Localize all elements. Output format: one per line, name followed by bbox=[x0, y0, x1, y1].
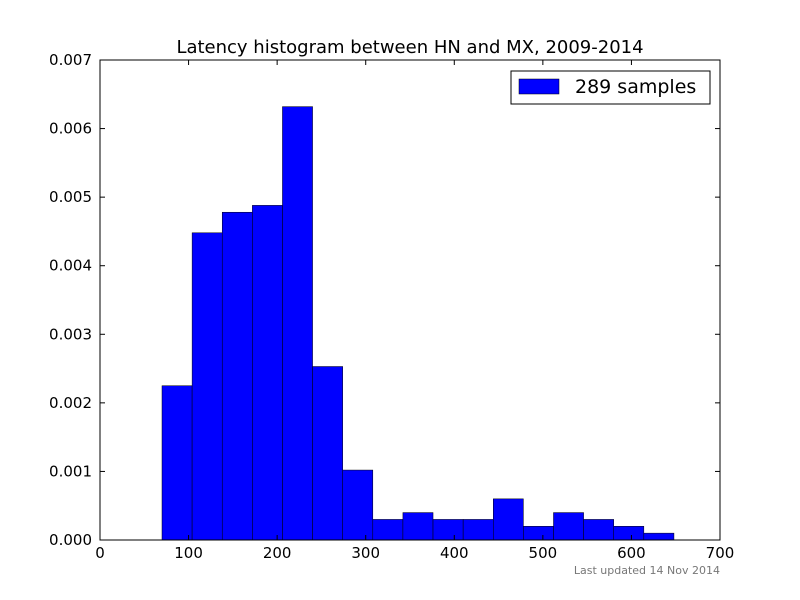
chart-title: Latency histogram between HN and MX, 200… bbox=[176, 37, 643, 58]
x-tick-label: 500 bbox=[529, 544, 558, 562]
histogram-bar bbox=[312, 366, 343, 541]
x-tick-label: 300 bbox=[351, 544, 380, 562]
ticks-group: 0 100 200 300 400 500 600 700 0.000 0.001 0.002 0.0… bbox=[49, 51, 734, 562]
histogram-bar bbox=[583, 519, 614, 541]
x-tick-label: 600 bbox=[617, 544, 646, 562]
y-tick-label: 0.006 bbox=[49, 120, 92, 138]
footnote: Last updated 14 Nov 2014 bbox=[574, 564, 720, 577]
histogram-bar bbox=[191, 232, 223, 541]
histogram-bar bbox=[252, 205, 283, 541]
y-tick-label: 0.007 bbox=[49, 51, 92, 69]
histogram-bar bbox=[432, 519, 464, 541]
bars-group bbox=[161, 106, 675, 541]
histogram-bar bbox=[613, 526, 645, 541]
x-tick-label: 0 bbox=[95, 544, 105, 562]
histogram-bar bbox=[342, 469, 374, 541]
x-tick-label: 400 bbox=[440, 544, 469, 562]
histogram-bar bbox=[462, 519, 494, 541]
histogram-bar bbox=[282, 106, 313, 541]
histogram-bar bbox=[402, 512, 434, 541]
histogram-bar bbox=[372, 519, 404, 541]
histogram-bar bbox=[161, 385, 193, 541]
x-tick-label: 700 bbox=[706, 544, 735, 562]
y-tick-label: 0.005 bbox=[49, 188, 92, 206]
y-tick-label: 0.002 bbox=[49, 394, 92, 412]
axes-frame bbox=[99, 59, 721, 541]
legend-swatch bbox=[518, 78, 560, 95]
y-tick-label: 0.001 bbox=[49, 462, 92, 480]
y-tick-label: 0.004 bbox=[49, 257, 92, 275]
histogram-bar bbox=[523, 526, 554, 541]
y-tick-label: 0.003 bbox=[49, 325, 92, 343]
histogram-bar bbox=[493, 498, 524, 541]
histogram-bar bbox=[553, 512, 584, 541]
x-tick-label: 100 bbox=[174, 544, 203, 562]
x-tick-label: 200 bbox=[263, 544, 292, 562]
legend-label: 289 samples bbox=[575, 76, 696, 98]
histogram-bar bbox=[221, 211, 253, 541]
legend: 289 samples bbox=[510, 70, 711, 105]
histogram-bar bbox=[643, 532, 675, 541]
y-tick-label: 0.000 bbox=[49, 531, 92, 549]
